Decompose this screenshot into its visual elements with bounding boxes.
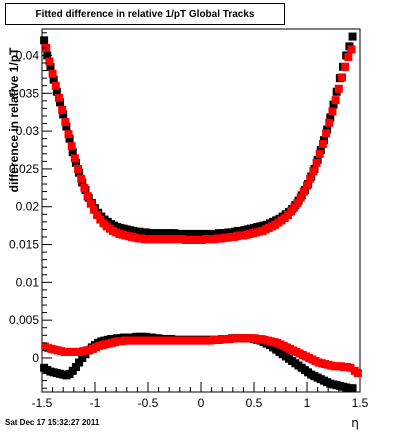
black-marker [348, 32, 357, 41]
red-marker [296, 193, 305, 202]
red-marker [64, 130, 73, 139]
black-marker [71, 158, 80, 167]
black-marker [62, 122, 71, 131]
timestamp-footer: Sat Dec 17 15:32:27 2011 [5, 418, 100, 427]
red-marker [48, 69, 57, 78]
y-tick-label: 0.015 [9, 238, 39, 252]
y-axis-label: difference in relative 1/pT [7, 47, 21, 192]
y-tick-label: 0.035 [9, 86, 39, 100]
red-marker [61, 118, 70, 127]
red-marker [303, 181, 311, 190]
red-marker [290, 203, 299, 212]
black-marker [329, 100, 338, 109]
red-marker [299, 187, 308, 196]
red-marker [322, 129, 331, 138]
red-marker [309, 167, 318, 176]
y-tick-label: 0.03 [16, 124, 40, 138]
x-tick-label: 1 [304, 396, 311, 410]
x-tick-label: 0 [198, 396, 205, 410]
black-marker [52, 87, 61, 96]
black-marker [65, 134, 74, 143]
red-marker [74, 164, 83, 173]
red-marker [346, 363, 355, 372]
red-marker [77, 174, 86, 183]
x-axis-label: η [351, 416, 359, 430]
red-marker [331, 96, 340, 105]
red-marker [312, 158, 321, 167]
red-marker [293, 198, 302, 207]
red-marker [58, 105, 67, 114]
red-marker [347, 45, 356, 54]
red-marker [89, 205, 98, 214]
black-marker [68, 148, 77, 157]
red-marker [315, 149, 324, 158]
black-marker [71, 363, 80, 372]
black-marker [49, 75, 58, 84]
red-marker [54, 93, 63, 102]
red-marker [86, 199, 95, 208]
y-tick-label: 0 [32, 351, 39, 365]
red-marker [353, 369, 362, 378]
red-marker [45, 57, 54, 66]
red-marker [70, 154, 79, 163]
x-tick-label: 1.5 [352, 396, 369, 410]
red-marker [344, 52, 353, 61]
x-tick-label: -1 [90, 396, 101, 410]
y-tick-label: 0.025 [9, 162, 39, 176]
x-tick-label: -1.5 [32, 396, 53, 410]
red-marker [325, 118, 334, 127]
x-tick-label: 0.5 [246, 396, 263, 410]
red-marker [93, 211, 102, 220]
red-marker [337, 73, 346, 82]
black-marker [59, 110, 68, 119]
black-marker [326, 113, 335, 122]
red-marker [306, 174, 315, 183]
red-marker [341, 62, 350, 71]
x-tick-label: -0.5 [138, 396, 159, 410]
y-tick-label: 0.04 [16, 48, 40, 62]
data-markers [40, 32, 362, 393]
red-marker [334, 84, 343, 93]
black-marker [46, 62, 55, 71]
y-tick-label: 0.02 [16, 200, 40, 214]
black-marker [348, 384, 357, 393]
red-marker [51, 81, 60, 90]
chart-title: Fitted difference in relative 1/pT Globa… [5, 3, 285, 25]
black-marker [75, 358, 84, 367]
red-marker [80, 183, 89, 192]
red-marker [83, 192, 92, 201]
y-tick-label: 0.005 [9, 313, 39, 327]
red-marker [328, 107, 337, 116]
y-tick-label: 0.01 [16, 275, 40, 289]
red-marker [318, 139, 327, 148]
black-marker [56, 98, 65, 107]
red-marker [67, 142, 76, 151]
axes: -1.5 -1 -0.5 0 0.5 1 1.5 0 0.005 0.01 0.015 0.02 0.0… [9, 32, 369, 410]
